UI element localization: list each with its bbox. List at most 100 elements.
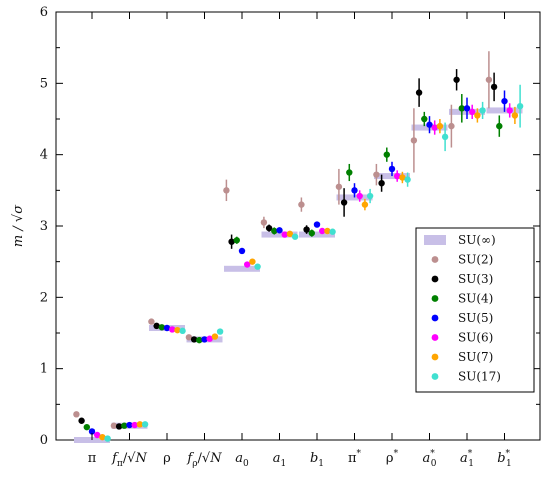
data-point [163,324,171,332]
data-point [303,226,310,233]
svg-text:fπ/√N: fπ/√N [111,451,147,469]
band-segment [299,231,335,238]
data-point [249,258,256,265]
legend: SU(∞) SU(2) SU(3) SU(4) SU(5) SU(6) SU(7) SU(17… [415,227,535,393]
data-point [388,165,396,173]
data-point [441,133,449,141]
data-point [131,421,138,429]
band-segment [261,231,298,238]
point-layer [73,76,524,442]
data-point [260,219,268,226]
data-point [83,423,91,431]
legend-label: SU(∞) [458,233,496,247]
data-point [501,97,508,105]
data-point [479,107,486,114]
data-point [179,327,186,335]
legend-marker [431,256,439,263]
svg-text:π: π [88,451,97,466]
data-point [516,102,524,110]
data-point [506,107,513,114]
svg-text:a*0: a* 0 [423,449,437,469]
data-point [308,229,315,237]
legend-label: SU(17) [458,370,501,384]
data-point [201,336,208,343]
data-point [448,122,455,130]
data-point [383,151,390,158]
data-point [474,112,481,119]
data-point [265,224,273,232]
y-tick-label: 1 [40,362,48,377]
y-tick-label: 2 [40,290,48,305]
data-point [126,421,133,429]
data-point [421,115,428,123]
legend-label: SU(5) [458,311,493,325]
data-point [238,247,246,255]
data-point [271,227,278,235]
data-point [298,201,305,208]
data-point [335,183,343,190]
legend-label: SU(6) [458,331,493,345]
data-point [110,422,118,429]
data-point [286,230,294,238]
data-point [431,124,438,131]
data-point [415,89,423,96]
x-category-label: fπ/√N [111,451,147,469]
y-tick-label: 5 [40,76,48,91]
data-point [141,421,149,428]
data-point [206,335,213,342]
data-point [366,192,374,200]
data-point [228,238,235,245]
svg-text:a1: a1 [273,451,287,469]
data-point [469,108,476,116]
x-category-label: b* 1 [497,449,512,469]
data-point [356,192,363,200]
data-point [361,201,369,208]
legend-label: SU(4) [458,292,493,306]
legend-label: SU(7) [458,350,493,364]
data-point [196,336,203,344]
data-point [319,227,326,235]
data-point [136,421,144,428]
data-point [324,227,331,235]
data-point [148,318,155,325]
legend-marker [431,275,439,283]
data-point [244,261,251,268]
data-point [73,411,80,418]
data-point [185,334,193,341]
data-point [211,333,219,340]
data-point [351,187,358,194]
svg-text:π*: π* [348,449,362,466]
svg-text:ρ: ρ [163,451,171,466]
data-point [453,76,460,83]
data-point [254,263,261,270]
data-point [511,112,519,119]
data-point [399,174,406,181]
data-point [426,121,433,128]
data-point [223,187,230,194]
data-point [216,328,224,335]
data-point [233,237,240,244]
data-point [174,326,181,334]
x-category-label: a0 [235,451,249,469]
data-point [291,233,299,240]
y-axis-label: m / √σ [11,204,26,247]
x-category-label: ρ* [386,449,399,466]
x-category-label: a* 0 [423,449,437,469]
data-point [404,176,411,183]
legend-swatch-band [424,235,446,245]
data-point [378,180,385,187]
svg-text:b1: b1 [310,451,324,469]
svg-text:a0: a0 [235,451,249,469]
x-category-label: a1 [273,451,287,469]
data-point [276,227,283,234]
data-point [115,423,123,430]
x-category-label: a* 1 [460,449,474,469]
data-point [329,228,336,235]
x-category-label: ρ [163,451,171,466]
data-point [496,122,503,130]
data-point [169,326,176,333]
y-tick-label: 0 [40,433,48,448]
legend-label: SU(2) [458,253,493,267]
data-point [485,76,493,83]
